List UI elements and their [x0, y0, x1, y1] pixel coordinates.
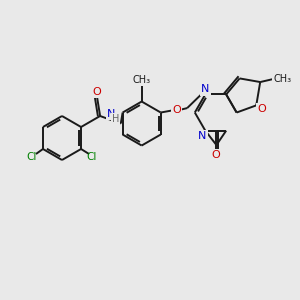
Text: Cl: Cl: [87, 152, 97, 162]
Text: H: H: [112, 114, 119, 124]
Text: O: O: [257, 104, 266, 114]
Text: O: O: [212, 150, 220, 161]
Text: N: N: [201, 84, 209, 94]
Text: Cl: Cl: [27, 152, 37, 162]
Text: N: N: [107, 109, 116, 119]
Text: CH₃: CH₃: [273, 74, 292, 84]
Text: O: O: [172, 105, 181, 115]
Text: O: O: [93, 87, 101, 97]
Text: N: N: [198, 130, 206, 141]
Text: CH₃: CH₃: [133, 75, 151, 85]
